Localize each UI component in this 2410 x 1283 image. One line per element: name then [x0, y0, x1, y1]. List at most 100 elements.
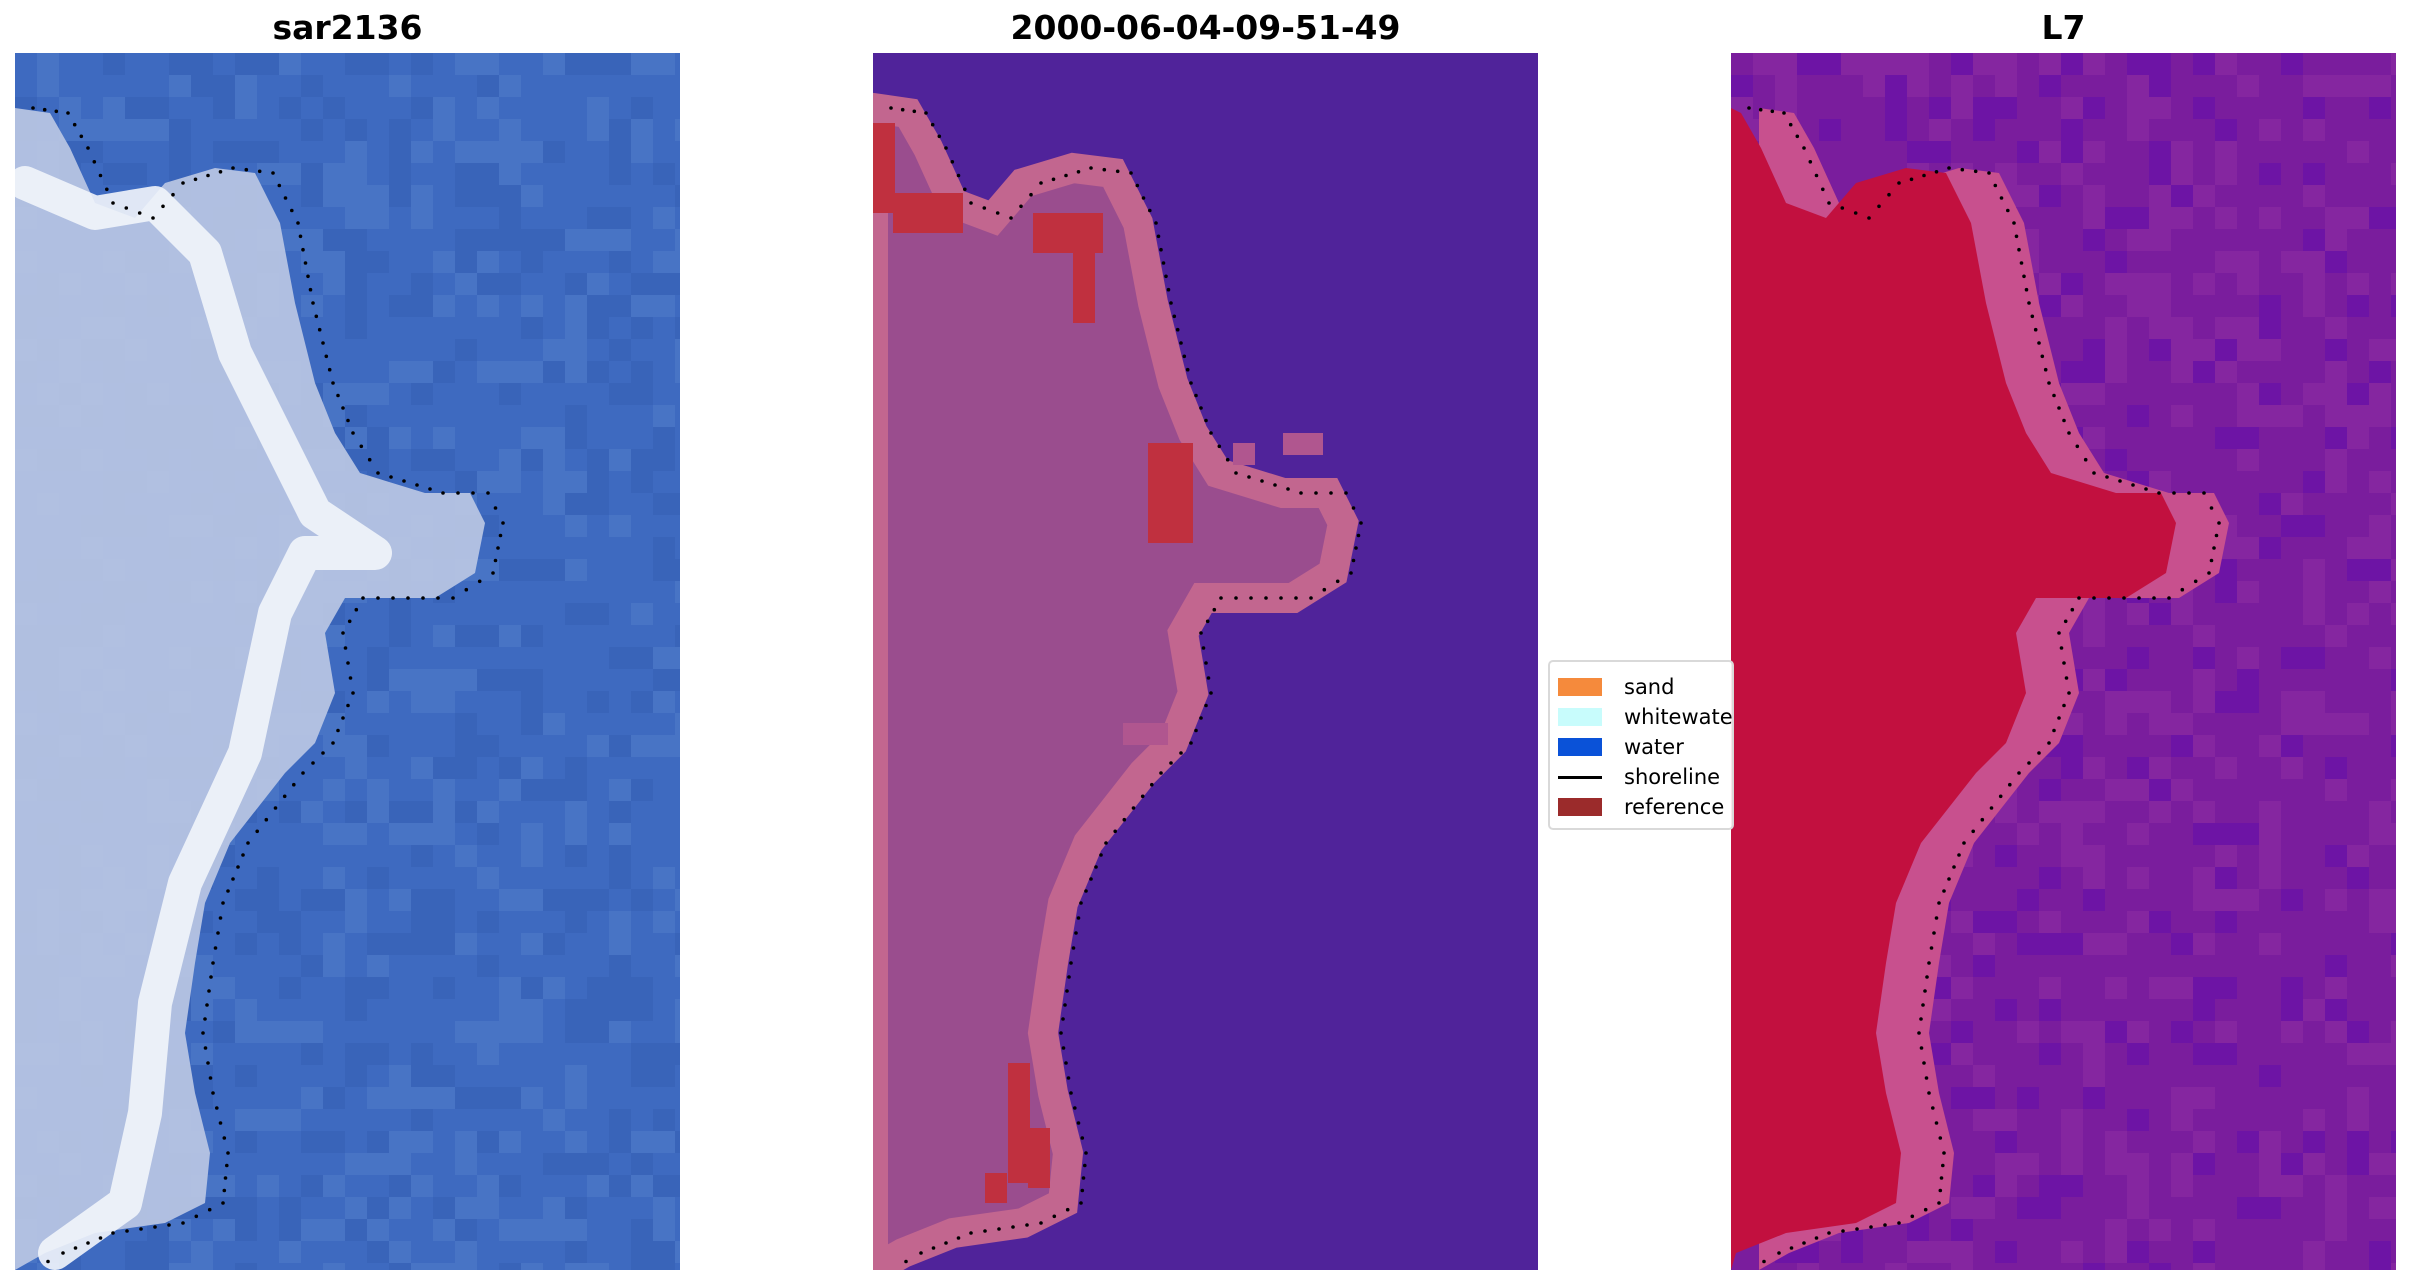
shoreline-point — [1156, 234, 1161, 239]
shoreline-point — [2012, 221, 2016, 225]
legend-item-whitewater: whitewater — [1558, 702, 1732, 732]
shoreline-point — [1084, 889, 1088, 893]
shoreline-point — [2107, 596, 2111, 600]
shoreline-point — [209, 975, 213, 979]
shoreline-point — [1069, 1091, 1073, 1095]
shoreline-point — [501, 521, 505, 525]
shoreline-point — [2037, 751, 2041, 755]
shoreline-point — [1351, 558, 1356, 563]
shoreline-point — [301, 247, 305, 252]
shoreline-point — [464, 587, 469, 592]
reference-shoreline-swatch-icon — [1558, 798, 1602, 816]
shoreline-point — [1322, 587, 1327, 592]
shoreline-point — [1747, 106, 1751, 110]
shoreline-point — [226, 1151, 230, 1155]
shoreline-point — [221, 901, 225, 905]
shoreline-point — [2180, 587, 2185, 592]
shoreline-point — [1923, 989, 1927, 993]
shoreline-point — [303, 261, 308, 265]
shoreline-point — [2030, 314, 2035, 319]
shoreline-point — [1076, 1121, 1081, 1125]
shoreline-point — [2122, 596, 2126, 600]
shoreline-point — [1329, 491, 1333, 495]
shoreline-point — [1286, 487, 1290, 491]
shoreline-point — [1029, 192, 1033, 197]
shoreline-point — [218, 170, 223, 174]
shoreline-point — [1260, 479, 1264, 483]
shoreline-point — [327, 367, 332, 372]
shoreline-point — [1079, 901, 1083, 905]
shoreline-point — [376, 596, 380, 600]
shoreline-point — [194, 1214, 199, 1219]
shoreline-point — [347, 619, 352, 624]
shoreline-point — [2167, 596, 2171, 600]
shoreline-point — [298, 234, 303, 239]
shoreline-point — [1080, 1136, 1085, 1140]
shoreline-point — [2131, 483, 2135, 487]
shoreline-point — [1999, 196, 2004, 200]
shoreline-point — [2075, 444, 2080, 449]
shoreline-point — [79, 134, 84, 139]
shoreline-point — [222, 1136, 227, 1140]
shoreline-point — [236, 865, 240, 869]
shoreline-point — [2152, 596, 2156, 600]
shoreline-point — [1069, 961, 1073, 965]
shoreline-point — [1249, 596, 1253, 600]
shoreline-point — [361, 596, 365, 600]
shoreline-point — [86, 146, 90, 150]
shoreline-point — [2193, 579, 2198, 584]
shoreline-point — [206, 1061, 210, 1065]
shoreline-point — [477, 579, 482, 584]
shoreline-point — [54, 109, 59, 114]
shoreline-point — [2027, 301, 2031, 305]
shoreline-point — [1189, 741, 1193, 745]
shoreline-point — [201, 1031, 205, 1035]
legend-item-sand: sand — [1558, 672, 1674, 702]
shoreline-point — [496, 546, 500, 550]
shoreline-point — [1067, 975, 1071, 979]
shoreline-point — [2137, 596, 2141, 600]
shoreline-point — [1025, 1223, 1029, 1227]
shoreline-point — [900, 107, 905, 112]
shoreline-point — [1185, 367, 1190, 372]
shoreline-point — [1273, 483, 1277, 487]
shoreline-point — [1973, 169, 1978, 174]
shoreline-point — [1074, 931, 1078, 935]
shoreline-point — [1993, 183, 1998, 188]
shoreline-point — [1065, 1207, 1070, 1212]
shoreline-point — [486, 491, 490, 495]
shoreline-point — [1099, 853, 1103, 857]
shoreline-point — [216, 931, 220, 935]
shoreline-point — [1104, 841, 1108, 845]
shoreline-point — [331, 741, 335, 745]
shoreline-point — [2067, 691, 2071, 695]
shoreline-point — [1102, 167, 1107, 172]
shoreline-point — [2118, 479, 2122, 483]
shoreline-point — [1989, 806, 1994, 810]
shoreline-point — [1131, 806, 1136, 810]
shoreline-point — [1065, 989, 1069, 993]
shoreline-point — [1205, 619, 1210, 624]
shoreline-point — [2057, 631, 2061, 635]
shoreline-point — [1113, 829, 1117, 834]
shoreline-point — [389, 475, 393, 479]
shoreline-point — [1998, 794, 2003, 799]
shoreline-point — [215, 1106, 219, 1110]
shoreline-point — [1840, 206, 1845, 210]
shoreline-point — [1140, 794, 1145, 799]
shoreline-point — [2006, 208, 2010, 213]
shoreline-point — [2017, 771, 2021, 775]
shoreline-point — [1294, 596, 1298, 600]
shoreline-point — [290, 208, 294, 213]
shoreline-point — [2187, 491, 2191, 495]
shoreline-point — [98, 1236, 103, 1240]
shoreline-point — [1039, 181, 1043, 185]
shoreline-point — [241, 853, 245, 857]
shoreline-point — [1314, 491, 1318, 495]
shoreline-point — [1264, 596, 1268, 600]
shoreline-point — [341, 406, 345, 410]
shoreline-point — [1129, 171, 1133, 175]
shoreline-point — [306, 274, 310, 279]
shoreline-point — [1079, 1201, 1083, 1205]
shoreline-point — [493, 558, 498, 563]
